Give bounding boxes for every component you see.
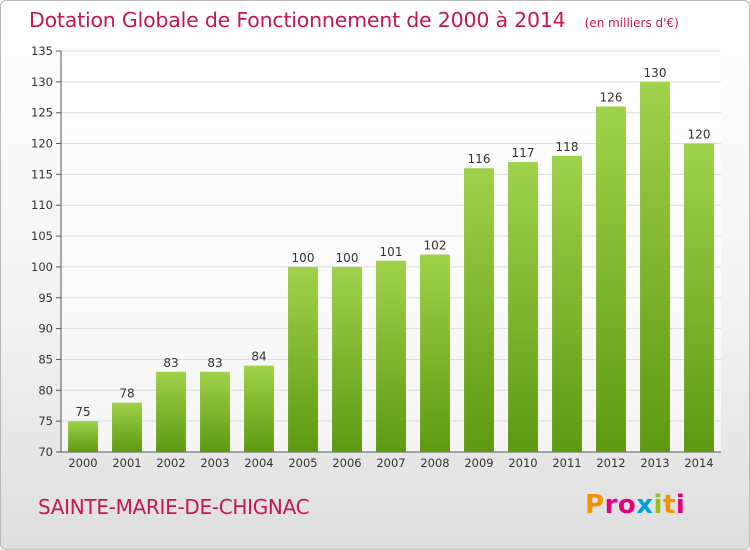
data-label: 100 <box>292 251 315 265</box>
brand-letter: i <box>675 490 686 520</box>
y-tick-label: 85 <box>38 352 53 366</box>
y-tick-label: 120 <box>31 137 53 151</box>
data-label: 130 <box>644 66 667 80</box>
data-label: 83 <box>163 356 178 370</box>
brand-letter: P <box>585 490 605 520</box>
y-tick-label: 115 <box>31 167 53 181</box>
x-tick-label: 2006 <box>332 456 361 470</box>
y-tick-label: 90 <box>38 322 53 336</box>
x-tick-label: 2009 <box>464 456 493 470</box>
brand-letter: i <box>653 490 663 520</box>
title-row: Dotation Globale de Fonctionnement de 20… <box>29 8 679 32</box>
bar-2004 <box>244 365 274 452</box>
bar-2008 <box>420 254 450 452</box>
y-tick-label: 130 <box>31 75 53 89</box>
y-tick-label: 75 <box>38 414 53 428</box>
data-label: 117 <box>512 146 535 160</box>
data-label: 84 <box>251 350 266 364</box>
x-tick-label: 2014 <box>684 456 713 470</box>
data-label: 116 <box>468 152 491 166</box>
bar-2005 <box>288 266 318 452</box>
bar-2003 <box>200 371 230 452</box>
data-label: 118 <box>556 140 579 154</box>
bar-2010 <box>508 162 538 453</box>
bar-2012 <box>596 106 626 453</box>
x-tick-label: 2005 <box>288 456 317 470</box>
y-tick-label: 110 <box>31 198 53 212</box>
y-tick-label: 100 <box>31 260 53 274</box>
brand-letter: t <box>662 490 676 520</box>
bars <box>68 81 714 453</box>
data-label: 126 <box>600 91 623 105</box>
bar-2000 <box>68 421 98 452</box>
y-tick-label: 105 <box>31 229 53 243</box>
x-tick-label: 2001 <box>112 456 141 470</box>
labels: 70 75 80 85 90 95 100 105 110 115 120 125 130 135 75 20… <box>31 44 714 470</box>
x-tick-label: 2008 <box>420 456 449 470</box>
bar-2009 <box>464 168 494 452</box>
bar-2013 <box>640 81 670 452</box>
y-tick-label: 80 <box>38 383 53 397</box>
x-tick-label: 2013 <box>640 456 669 470</box>
data-label: 101 <box>380 245 403 259</box>
bar-2002 <box>156 371 186 452</box>
x-tick-label: 2004 <box>244 456 273 470</box>
x-tick-label: 2011 <box>552 456 581 470</box>
x-tick-label: 2002 <box>156 456 185 470</box>
unit-note: (en milliers d'€) <box>584 16 679 30</box>
y-tick-label: 125 <box>31 106 53 120</box>
brand-letter: r <box>604 490 618 520</box>
x-tick-label: 2000 <box>68 456 97 470</box>
x-tick-label: 2003 <box>200 456 229 470</box>
bar-2011 <box>552 155 582 452</box>
x-tick-label: 2010 <box>508 456 537 470</box>
data-label: 83 <box>207 356 222 370</box>
bar-2001 <box>112 402 142 452</box>
data-label: 102 <box>424 239 447 253</box>
y-tick-label: 135 <box>31 44 53 58</box>
data-label: 120 <box>688 128 711 142</box>
data-label: 100 <box>336 251 359 265</box>
chart-title: Dotation Globale de Fonctionnement de 20… <box>29 8 566 32</box>
data-label: 78 <box>119 387 134 401</box>
brand-letter: o <box>617 490 637 520</box>
bar-2014 <box>684 143 714 453</box>
brand-letter: x <box>636 490 654 520</box>
y-tick-label: 95 <box>38 291 53 305</box>
x-tick-label: 2012 <box>596 456 625 470</box>
commune-name: SAINTE-MARIE-DE-CHIGNAC <box>38 495 310 519</box>
brand-logo: Proxiti <box>585 490 685 520</box>
x-tick-label: 2007 <box>376 456 405 470</box>
bar-2006 <box>332 266 362 452</box>
data-label: 75 <box>75 405 90 419</box>
y-tick-label: 70 <box>38 445 53 459</box>
bar-2007 <box>376 260 406 452</box>
